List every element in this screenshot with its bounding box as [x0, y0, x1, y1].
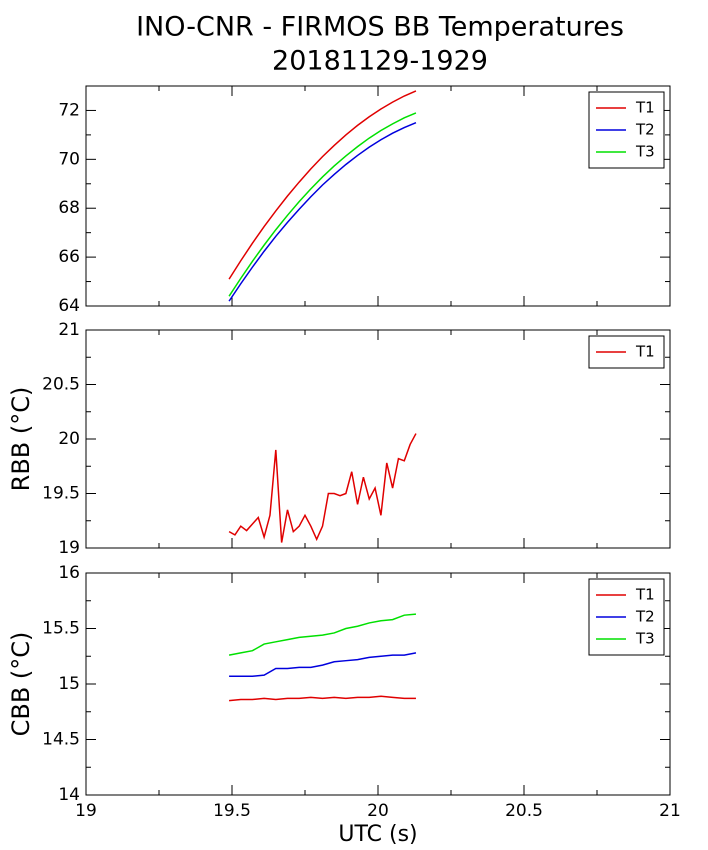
y-axis-label: RBB (°C) [7, 387, 35, 492]
legend-label: T3 [635, 143, 655, 161]
y-tick-label: 15.5 [42, 619, 80, 639]
legend-label: T1 [635, 343, 655, 361]
y-tick-label: 66 [58, 247, 80, 267]
y-tick-label: 19 [58, 538, 80, 558]
legend-label: T2 [635, 121, 655, 139]
legend-label: T1 [635, 99, 655, 117]
legend-label: T2 [635, 608, 655, 626]
series-line [228, 613, 417, 656]
series-line [228, 433, 417, 543]
chart-title: INO-CNR - FIRMOS BB Temperatures [136, 12, 624, 43]
series-line [228, 121, 417, 302]
plot-frame [85, 85, 671, 307]
series-line [228, 112, 417, 297]
plot-frame [85, 572, 671, 796]
x-tick-label: 20.5 [505, 801, 543, 821]
plot-frame [85, 329, 671, 549]
x-axis-label: UTC (s) [338, 822, 417, 847]
y-tick-label: 20.5 [42, 375, 80, 395]
legend-label: T3 [635, 630, 655, 648]
y-tick-label: 15 [58, 674, 80, 694]
y-tick-label: 72 [58, 100, 80, 120]
legend-label: T1 [635, 586, 655, 604]
series-line [229, 652, 417, 677]
chart-subtitle: 20181129-1929 [272, 46, 488, 77]
series-line [229, 695, 416, 702]
y-tick-label: 21 [58, 320, 80, 340]
x-tick-label: 19.5 [213, 801, 251, 821]
y-tick-label: 14.5 [42, 730, 80, 750]
y-tick-label: 20 [58, 429, 80, 449]
x-tick-label: 21 [659, 801, 681, 821]
series-line [228, 90, 417, 280]
y-tick-label: 70 [58, 149, 80, 169]
y-tick-label: 68 [58, 198, 80, 218]
x-tick-label: 20 [367, 801, 389, 821]
y-axis-label: CBB (°C) [7, 632, 35, 737]
y-tick-label: 16 [58, 563, 80, 583]
y-tick-label: 19.5 [42, 484, 80, 504]
y-tick-label: 64 [58, 296, 80, 316]
y-tick-label: 14 [58, 785, 80, 805]
x-tick-label: 19 [75, 801, 97, 821]
